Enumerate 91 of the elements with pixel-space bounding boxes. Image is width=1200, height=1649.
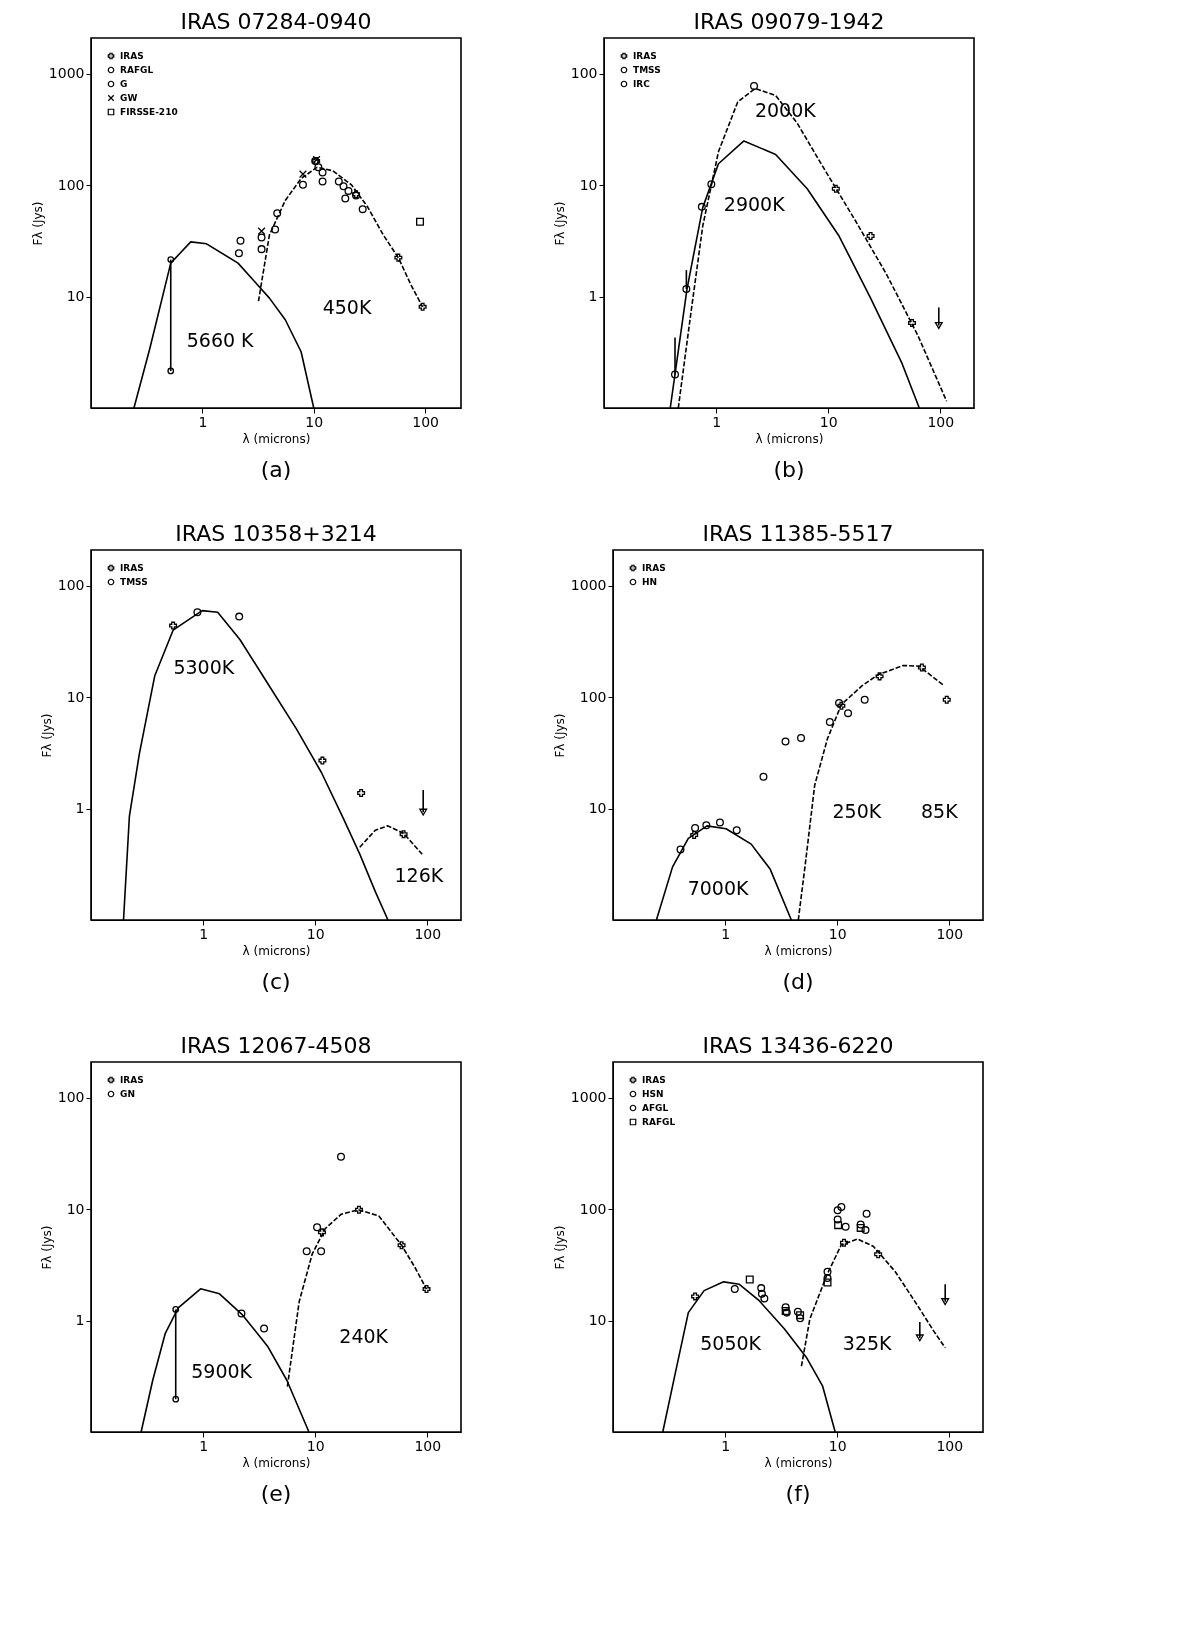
chart-title: IRAS 10358+3214 (175, 521, 377, 546)
y-tick-label: 100 (57, 577, 85, 594)
annotation: 5050K (700, 1331, 762, 1354)
y-tick-label: 1000 (48, 65, 85, 82)
x-tick-label: 100 (927, 413, 955, 430)
x-tick-label: 1 (199, 925, 209, 942)
legend-label: TMSS (120, 577, 148, 587)
y-tick-label: 10 (66, 1200, 85, 1217)
y-axis-title: Fλ (Jys) (39, 1225, 54, 1270)
legend-label: IRAS (120, 563, 144, 573)
y-tick-label: 10 (588, 1312, 607, 1329)
text: (e) (260, 1481, 292, 1506)
x-tick-label: 100 (936, 925, 964, 942)
y-axis-title: Fλ (Jys) (552, 1225, 567, 1270)
legend-label: HN (642, 577, 658, 587)
y-axis-title: Fλ (Jys) (30, 201, 45, 246)
x-tick-label: 1 (199, 1437, 209, 1454)
y-tick-label: 100 (57, 176, 85, 193)
text: (f) (785, 1481, 811, 1506)
x-tick-label: 1 (721, 925, 731, 942)
annotation: 7000K (687, 877, 750, 900)
text: (b) (773, 457, 805, 482)
x-tick-label: 1 (712, 413, 722, 430)
x-tick-label: 10 (306, 925, 325, 942)
chart-title: IRAS 11385-5517 (702, 521, 894, 546)
annotation: 450K (322, 296, 372, 319)
y-tick-label: 1 (588, 288, 598, 305)
legend-label: FIRSSE-210 (120, 107, 178, 117)
x-axis-title: λ (microns) (764, 943, 833, 958)
x-tick-label: 1 (721, 1437, 731, 1454)
x-tick-label: 10 (305, 413, 324, 430)
y-tick-label: 100 (579, 1200, 607, 1217)
legend-label: TMSS (633, 65, 661, 75)
y-tick-label: 100 (57, 1089, 85, 1106)
annotation: 5300K (173, 656, 235, 679)
text: (d) (782, 969, 814, 994)
legend-label: IRAS (120, 51, 144, 61)
legend-label: RAFGL (120, 65, 154, 75)
x-tick-label: 100 (936, 1437, 964, 1454)
legend-label: IRC (633, 79, 651, 89)
legend-label: IRAS (642, 563, 666, 573)
x-axis-title: λ (microns) (764, 1455, 833, 1470)
annotation: 325K (842, 1331, 893, 1354)
x-tick-label: 10 (306, 1437, 325, 1454)
x-axis-title: λ (microns) (242, 1455, 311, 1470)
y-tick-label: 10 (579, 176, 598, 193)
legend-label: GW (120, 93, 138, 103)
annotation: 2900K (723, 192, 786, 215)
x-tick-label: 10 (828, 1437, 847, 1454)
y-tick-label: 100 (570, 65, 598, 82)
legend-label: IRAS (642, 1075, 666, 1085)
x-tick-label: 100 (414, 1437, 442, 1454)
text: (c) (261, 969, 291, 994)
legend-label: IRAS (120, 1075, 144, 1085)
y-axis-title: Fλ (Jys) (552, 713, 567, 758)
legend-label: GN (120, 1089, 135, 1099)
legend-label: HSN (642, 1089, 664, 1099)
legend-label: AFGL (642, 1103, 669, 1113)
annotation: 5660 K (186, 329, 255, 352)
x-axis-title: λ (microns) (755, 431, 824, 446)
y-tick-label: 100 (579, 688, 607, 705)
annotation: 126K (394, 863, 444, 886)
x-axis-title: λ (microns) (242, 943, 311, 958)
x-tick-label: 100 (412, 413, 439, 430)
x-tick-label: 1 (198, 413, 208, 430)
x-axis-title: λ (microns) (242, 431, 311, 446)
text: (a) (260, 457, 292, 482)
chart-title: IRAS 07284-0940 (180, 9, 372, 34)
y-axis-title: Fλ (Jys) (552, 201, 567, 246)
chart-title: IRAS 09079-1942 (693, 9, 885, 34)
x-tick-label: 100 (414, 925, 442, 942)
annotation: 2000K (754, 98, 817, 121)
annotation: 250K (832, 800, 882, 823)
y-tick-label: 10 (66, 288, 85, 305)
y-tick-label: 1000 (570, 1089, 607, 1106)
y-tick-label: 10 (588, 800, 607, 817)
legend-label: RAFGL (642, 1117, 676, 1127)
y-tick-label: 1 (75, 800, 85, 817)
x-tick-label: 10 (828, 925, 847, 942)
annotation: 85K (921, 800, 959, 823)
x-tick-label: 10 (819, 413, 838, 430)
y-tick-label: 1 (75, 1312, 85, 1329)
legend-label: G (120, 79, 128, 89)
y-tick-label: 10 (66, 688, 85, 705)
y-tick-label: 1000 (570, 577, 607, 594)
y-axis-title: Fλ (Jys) (39, 713, 54, 758)
annotation: 5900K (191, 1360, 253, 1383)
chart-title: IRAS 12067-4508 (180, 1033, 372, 1058)
chart-title: IRAS 13436-6220 (702, 1033, 894, 1058)
legend-label: IRAS (633, 51, 657, 61)
annotation: 240K (339, 1324, 389, 1347)
